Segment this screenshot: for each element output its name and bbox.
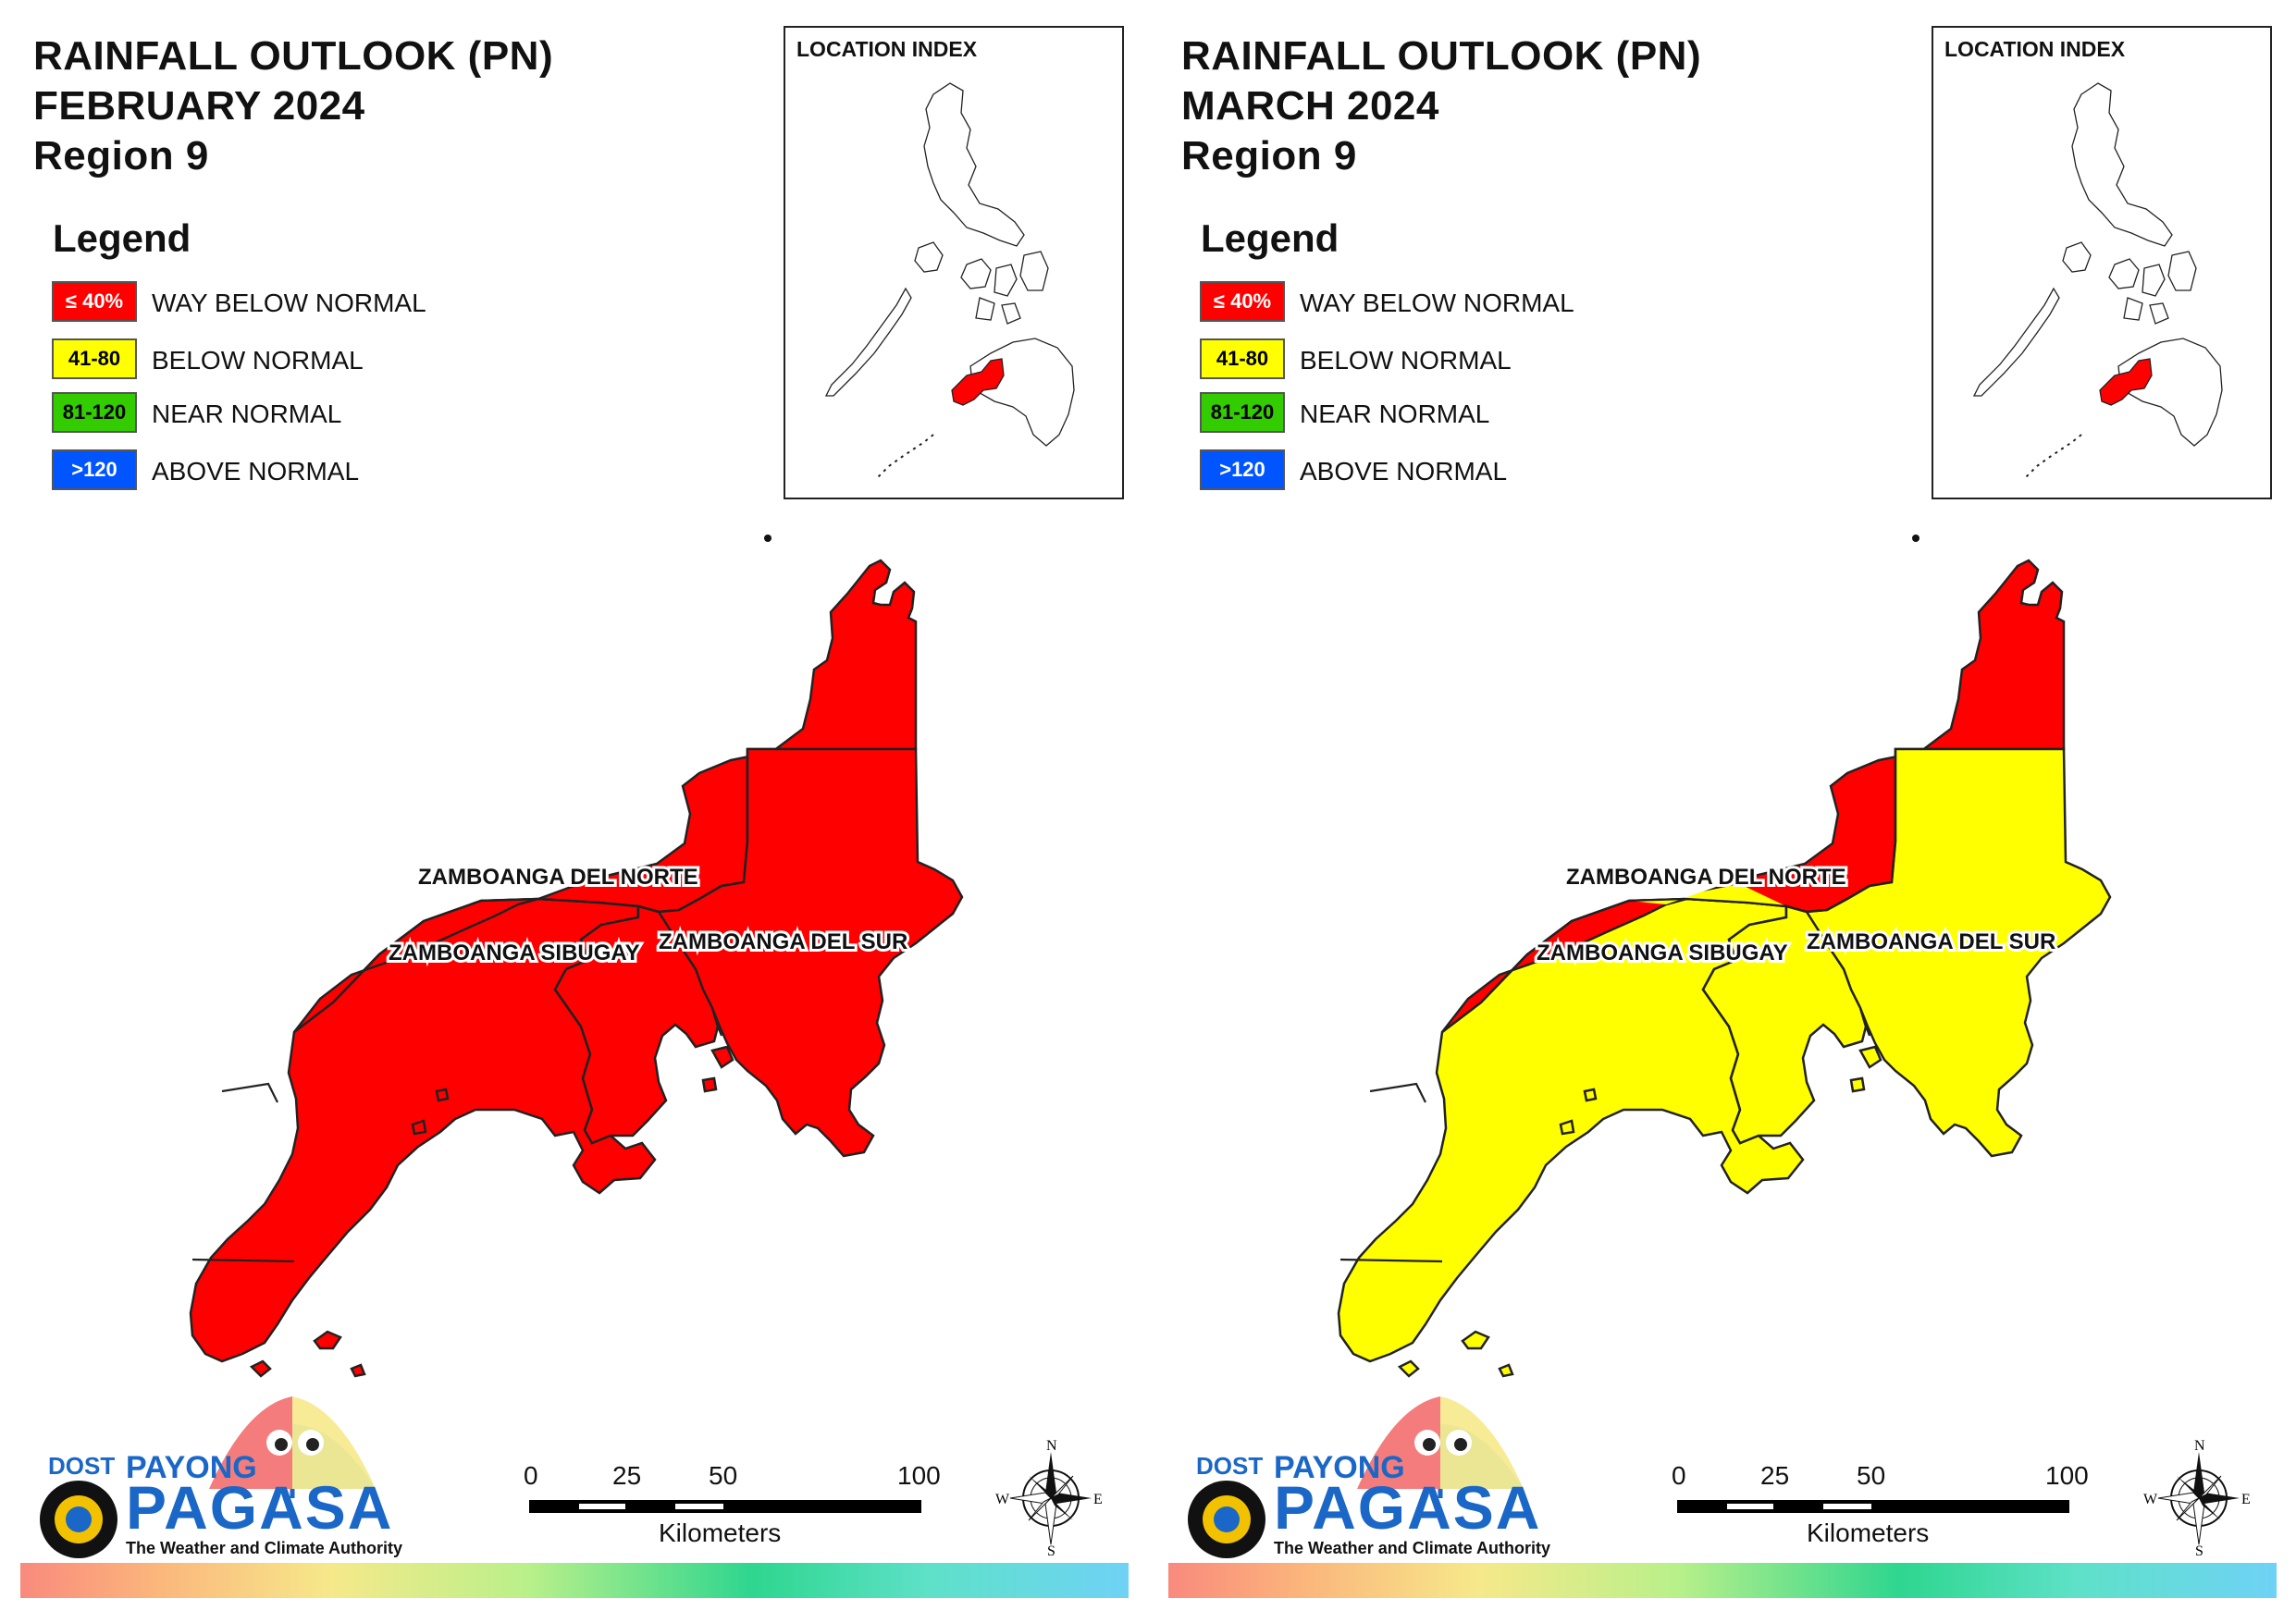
- north-label: N: [1046, 1438, 1057, 1454]
- south-label: S: [2195, 1543, 2203, 1557]
- legend-label: ABOVE NORMAL: [152, 457, 360, 486]
- island: [1858, 1045, 1882, 1069]
- island: [1559, 1119, 1575, 1136]
- legend-swatch: 81-120: [1200, 392, 1285, 433]
- legend-label: WAY BELOW NORMAL: [1300, 289, 1574, 317]
- legend-swatch: ≤ 40%: [1200, 281, 1285, 322]
- location-index-label: LOCATION INDEX: [1944, 37, 2126, 61]
- north-label: N: [2194, 1438, 2205, 1454]
- legend-label: NEAR NORMAL: [1300, 400, 1490, 428]
- legend-swatch: 81-120: [52, 392, 137, 433]
- dost-seal-icon: [1188, 1481, 1265, 1558]
- payong-label: PAYONG: [126, 1450, 257, 1485]
- tagline: The Weather and Climate Authority: [1274, 1539, 1551, 1557]
- island: [411, 1119, 427, 1136]
- dost-label: DOST: [1196, 1452, 1264, 1480]
- south-label: S: [1047, 1543, 1055, 1557]
- label-zamboanga-del-norte: ZAMBOANGA DEL NORTE: [418, 865, 698, 890]
- legend-swatch: >120: [52, 449, 137, 490]
- label-zamboanga-del-sur: ZAMBOANGA DEL SUR: [1807, 929, 2055, 954]
- label-zamboanga-sibugay: ZAMBOANGA SIBUGAY: [389, 941, 640, 965]
- province-zamboanga-del-norte-partial: [1442, 884, 1786, 1032]
- island: [1397, 1359, 1420, 1378]
- pagasa-label: PAGASA: [126, 1473, 394, 1542]
- march-outlook-panel: RAINFALL OUTLOOK (PN) MARCH 2024 Region …: [1148, 0, 2296, 1623]
- compass-rose-icon: N S E W: [2143, 1438, 2251, 1559]
- east-label: E: [2241, 1492, 2251, 1507]
- philippines-inset-map: [1972, 82, 2223, 478]
- legend-label: ABOVE NORMAL: [1300, 457, 1508, 486]
- island: [249, 1359, 272, 1378]
- scale-unit: Kilometers: [659, 1518, 782, 1547]
- compass-rose-icon: N S E W: [995, 1438, 1103, 1559]
- region-9-map: ZAMBOANGA DEL NORTE ZAMBOANGA SIBUGAY ZA…: [1337, 535, 2112, 1378]
- scale-tick: 0: [524, 1461, 538, 1490]
- legend-label: WAY BELOW NORMAL: [152, 289, 426, 317]
- scale-tick: 0: [1672, 1461, 1686, 1490]
- scale-bar: 0 25 50 100 Kilometers: [524, 1461, 941, 1554]
- island: [1461, 1330, 1490, 1350]
- location-index-inset: LOCATION INDEX: [1932, 26, 2272, 499]
- legend-title: Legend: [53, 216, 191, 260]
- payong-label: PAYONG: [1274, 1450, 1405, 1485]
- scale-tick: 100: [2045, 1461, 2089, 1490]
- scale-bar-graphic: [1677, 1500, 2069, 1513]
- island: [435, 1088, 450, 1102]
- east-label: E: [1093, 1492, 1103, 1507]
- february-outlook-panel: RAINFALL OUTLOOK (PN) FEBRUARY 2024 Regi…: [20, 26, 1129, 1598]
- west-label: W: [995, 1492, 1010, 1507]
- umbrella-icon: [1357, 1396, 1524, 1498]
- scale-tick: 25: [612, 1461, 642, 1490]
- label-zamboanga-del-norte: ZAMBOANGA DEL NORTE: [1566, 865, 1846, 890]
- location-index-inset: LOCATION INDEX: [784, 26, 1124, 499]
- legend-swatch: >120: [1200, 449, 1285, 490]
- umbrella-icon: [209, 1396, 376, 1498]
- scale-tick: 100: [897, 1461, 941, 1490]
- payong-pagasa-logo: DOST PAYONG PAGASA The Weather and Clima…: [1181, 1387, 1550, 1563]
- scale-tick: 50: [1857, 1461, 1886, 1490]
- west-label: W: [2143, 1492, 2158, 1507]
- footer-gradient-bar: [1168, 1563, 2277, 1598]
- legend-label: BELOW NORMAL: [1300, 346, 1512, 375]
- legend-label: BELOW NORMAL: [152, 346, 364, 375]
- island: [701, 1076, 718, 1093]
- island: [1583, 1088, 1598, 1102]
- dost-seal-icon: [40, 1481, 117, 1558]
- island: [710, 1045, 734, 1069]
- title-line-3: Region 9: [33, 133, 209, 178]
- label-zamboanga-del-sur: ZAMBOANGA DEL SUR: [659, 929, 907, 954]
- region-9-map: ZAMBOANGA DEL NORTE ZAMBOANGA SIBUGAY ZA…: [189, 535, 964, 1378]
- legend-swatch: 41-80: [52, 338, 137, 379]
- footer-gradient-bar: [20, 1563, 1129, 1598]
- island: [313, 1330, 342, 1350]
- title-line-3: Region 9: [1181, 133, 1357, 178]
- dost-label: DOST: [48, 1452, 116, 1480]
- title-line-2: MARCH 2024: [1181, 83, 1439, 129]
- scale-tick: 50: [709, 1461, 738, 1490]
- title-line-2: FEBRUARY 2024: [33, 83, 365, 129]
- payong-pagasa-logo: DOST PAYONG PAGASA The Weather and Clima…: [33, 1387, 402, 1563]
- legend-label: NEAR NORMAL: [152, 400, 342, 428]
- legend-swatch: 41-80: [1200, 338, 1285, 379]
- scale-tick: 25: [1760, 1461, 1790, 1490]
- legend-title: Legend: [1201, 216, 1339, 260]
- scale-unit: Kilometers: [1807, 1518, 1930, 1547]
- scale-bar-graphic: [529, 1500, 921, 1513]
- tagline: The Weather and Climate Authority: [126, 1539, 403, 1557]
- title-line-1: RAINFALL OUTLOOK (PN): [1181, 33, 1702, 79]
- scale-bar: 0 25 50 100 Kilometers: [1672, 1461, 2089, 1554]
- north-arrow: N S E W: [2143, 1437, 2254, 1559]
- title-line-1: RAINFALL OUTLOOK (PN): [33, 33, 554, 79]
- location-index-label: LOCATION INDEX: [796, 37, 978, 61]
- island: [1849, 1076, 1866, 1093]
- philippines-inset-map: [824, 82, 1075, 478]
- map-title: RAINFALL OUTLOOK (PN) MARCH 2024 Region …: [1181, 31, 1701, 181]
- north-arrow: N S E W: [995, 1437, 1106, 1559]
- pagasa-label: PAGASA: [1274, 1473, 1542, 1542]
- legend-swatch: ≤ 40%: [52, 281, 137, 322]
- map-title: RAINFALL OUTLOOK (PN) FEBRUARY 2024 Regi…: [33, 31, 553, 181]
- label-zamboanga-sibugay: ZAMBOANGA SIBUGAY: [1537, 941, 1788, 965]
- island: [1498, 1363, 1514, 1378]
- island: [350, 1363, 366, 1378]
